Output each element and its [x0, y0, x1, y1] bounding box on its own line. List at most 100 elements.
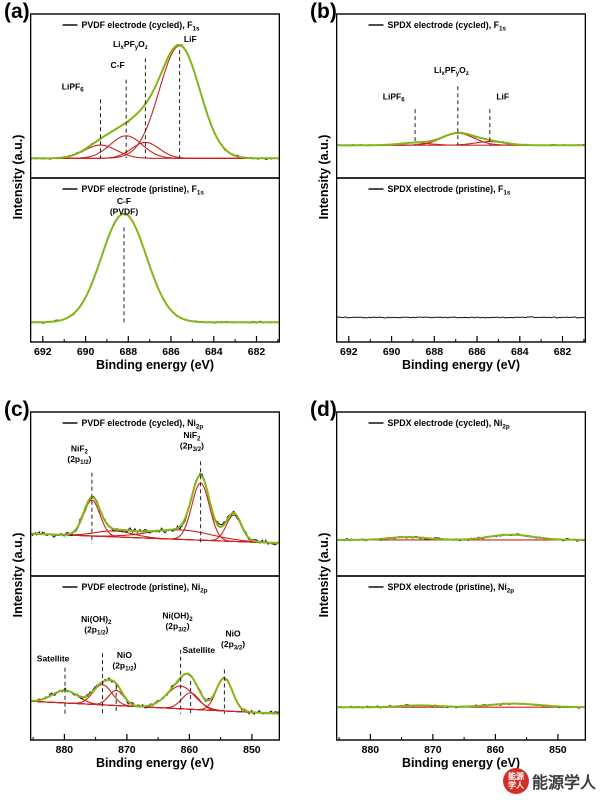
plot-column: SPDX electrode (cycled), Ni2p SPDX electr… — [336, 410, 586, 770]
panel-d: (d) Intensity (a.u.) SPDX electrode (cyc… — [306, 398, 612, 800]
legend-label: SPDX electrode (pristine), Ni2p — [388, 582, 515, 594]
plot-frame — [30, 177, 280, 343]
legend-label: SPDX electrode (pristine), F1s — [388, 184, 511, 196]
x-tick-label: 850 — [243, 744, 261, 756]
fit-envelope — [336, 533, 586, 541]
plot-frame — [336, 177, 586, 343]
fit-envelope — [30, 474, 280, 545]
legend-label: SPDX electrode (cycled), F1s — [388, 20, 507, 32]
fit-component — [30, 499, 280, 544]
panel-body: Intensity (a.u.) LiPF6 LixPFyOz LiF SPDX el… — [312, 12, 612, 372]
x-tick-label: 688 — [120, 346, 138, 358]
data-trace — [30, 43, 280, 161]
y-axis-label: Intensity (a.u.) — [312, 410, 336, 740]
watermark-text: 能源学人 — [531, 775, 596, 792]
fit-component — [30, 213, 280, 323]
xps-spectra-plot-d: SPDX electrode (cycled), Ni2p SPDX electr… — [336, 411, 586, 756]
x-tick-label: 690 — [77, 346, 95, 358]
y-axis-label-text: Intensity (a.u.) — [317, 532, 331, 618]
data-trace — [30, 213, 280, 324]
x-tick-label: 684 — [205, 346, 223, 358]
y-axis-label: Intensity (a.u.) — [312, 12, 336, 342]
x-tick-label: 860 — [487, 744, 505, 756]
peak-annotation: C-F (PVDF) — [110, 196, 139, 217]
panel-body: Intensity (a.u.) LiPF6 C-F LixPFyOz LiF PVDF… — [6, 12, 306, 372]
data-trace — [336, 131, 586, 147]
x-tick-label: 692 — [340, 346, 358, 358]
peak-annotation: Ni(OH)2 (2p3/2) — [162, 611, 193, 634]
fit-component — [336, 132, 586, 146]
peak-annotation: LiPF6 — [62, 81, 84, 93]
x-tick-label: 688 — [426, 346, 444, 358]
x-tick-label: 690 — [383, 346, 401, 358]
watermark-logo-icon: 能源学人 — [502, 768, 529, 794]
peak-annotation: Ni(OH)2 (2p1/2) — [81, 614, 112, 637]
panel-c: (c) Intensity (a.u.) NiF2 (2p1/2) NiF2 (2p3… — [0, 398, 306, 800]
peak-annotation: NiO (2p1/2) — [112, 650, 136, 673]
plot-column: NiF2 (2p1/2) NiF2 (2p3/2) PVDF electrode (cy… — [30, 410, 280, 770]
plot-column: LiPF6 C-F LixPFyOz LiF PVDF electrode (cycle… — [30, 12, 280, 372]
x-tick-label: 682 — [554, 346, 572, 358]
plot-frame — [30, 575, 280, 741]
plot-column: LiPF6 LixPFyOz LiF SPDX electrode (cycled),… — [336, 12, 586, 372]
peak-annotation: Satellite — [37, 653, 70, 663]
panel-label-d: (d) — [310, 398, 337, 421]
watermark: 能源学人 能源学人 — [502, 768, 596, 794]
peak-annotation: LiF — [496, 91, 509, 101]
peak-annotation: NiF2 (2p1/2) — [67, 443, 91, 466]
fit-envelope — [30, 44, 280, 160]
xps-spectra-plot-c: NiF2 (2p1/2) NiF2 (2p3/2)PVDF electrode (cy… — [30, 411, 280, 756]
x-tick-label: 870 — [424, 744, 442, 756]
legend-label: PVDF electrode (pristine), Ni2p — [82, 582, 208, 594]
fit-envelope — [336, 702, 586, 709]
x-tick-label: 850 — [549, 744, 567, 756]
panel-b: (b) Intensity (a.u.) LiPF6 LixPFyOz LiF SPD… — [306, 0, 612, 398]
legend-label: PVDF electrode (pristine), F1s — [82, 184, 205, 196]
x-axis-label: Binding energy (eV) — [401, 358, 521, 372]
x-tick-label: 870 — [118, 744, 136, 756]
y-axis-label: Intensity (a.u.) — [6, 410, 30, 740]
panel-a: (a) Intensity (a.u.) LiPF6 C-F LixPFyOz LiF… — [0, 0, 306, 398]
x-tick-label: 692 — [34, 346, 52, 358]
x-tick-label: 880 — [362, 744, 380, 756]
panel-body: Intensity (a.u.) NiF2 (2p1/2) NiF2 (2p3/2) P… — [6, 410, 306, 770]
peak-annotation: Satellite — [182, 645, 215, 655]
peak-annotation: LiF — [184, 34, 197, 44]
x-axis-label: Binding energy (eV) — [95, 358, 215, 372]
x-tick-label: 860 — [181, 744, 199, 756]
x-axis-label: Binding energy (eV) — [95, 756, 215, 770]
panel-label-b: (b) — [310, 0, 337, 23]
peak-annotation: LixPFyOz — [113, 39, 148, 51]
legend-label: PVDF electrode (cycled), F1s — [82, 20, 200, 32]
fit-component — [30, 45, 280, 159]
xps-spectra-plot-a: LiPF6 C-F LixPFyOz LiF PVDF electrode (cycle… — [30, 13, 280, 358]
x-axis-label: Binding energy (eV) — [401, 756, 521, 770]
y-axis-label: Intensity (a.u.) — [6, 12, 30, 342]
peak-annotation: NiO (2p3/2) — [221, 629, 245, 652]
y-axis-label-text: Intensity (a.u.) — [317, 134, 331, 220]
data-trace — [336, 316, 586, 319]
x-tick-label: 686 — [468, 346, 486, 358]
fit-component — [30, 135, 280, 159]
fit-envelope — [30, 672, 280, 715]
y-axis-label-text: Intensity (a.u.) — [11, 134, 25, 220]
panel-body: Intensity (a.u.) SPDX electrode (cycled)… — [312, 410, 612, 770]
x-tick-label: 880 — [56, 744, 74, 756]
plot-frame — [336, 13, 586, 179]
peak-annotation: LiPF6 — [383, 91, 405, 103]
fit-envelope — [336, 131, 586, 147]
plot-frame — [336, 575, 586, 741]
plot-frame — [30, 411, 280, 577]
xps-spectra-plot-b: LiPF6 LixPFyOz LiF SPDX electrode (cycled),… — [336, 13, 586, 358]
peak-annotation: C-F — [111, 60, 125, 70]
x-tick-label: 684 — [511, 346, 529, 358]
panel-label-c: (c) — [4, 398, 30, 421]
plot-frame — [336, 411, 586, 577]
peak-annotation: LixPFyOz — [434, 65, 469, 77]
legend-label: SPDX electrode (cycled), Ni2p — [388, 418, 510, 430]
y-axis-label-text: Intensity (a.u.) — [11, 532, 25, 618]
peak-annotation: NiF2 (2p3/2) — [180, 430, 204, 453]
panel-label-a: (a) — [4, 0, 30, 23]
